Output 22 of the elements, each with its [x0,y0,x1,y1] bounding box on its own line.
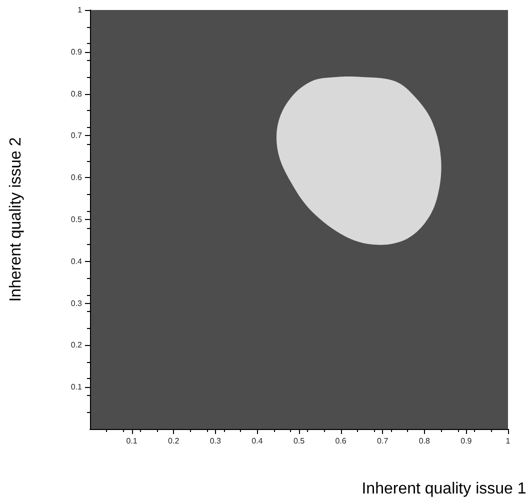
y-tick-label: 0.7 [70,131,83,140]
y-tick-label: 0.5 [70,215,83,224]
x-tick-label: 0.8 [418,436,431,446]
x-tick-label: 0.1 [126,436,138,446]
y-tick-label: 0.1 [70,382,83,392]
y-tick-label: 0.4 [70,256,83,266]
y-tick-label: 1 [78,6,83,14]
x-tick-label: 0.4 [252,436,264,446]
y-tick-label: 0.8 [70,89,83,98]
x-tick-label: 0.9 [460,436,472,446]
x-tick-label: 0.7 [377,436,389,446]
x-tick-label: 0.3 [210,436,222,446]
x-tick-label: 1 [506,436,511,446]
x-tick-label: 0.2 [168,436,180,446]
y-tick-label: 0.9 [70,47,83,56]
y-tick-label: 0.2 [70,340,83,350]
y-tick-label: 0.3 [70,298,83,308]
y-tick-label: 0.6 [70,173,83,182]
y-axis-title: Inherent quality issue 2 [8,137,24,302]
x-tick-label: 0.5 [293,436,306,446]
x-axis-title: Inherent quality issue 1 [362,480,526,498]
x-tick-label: 0.6 [335,436,347,446]
